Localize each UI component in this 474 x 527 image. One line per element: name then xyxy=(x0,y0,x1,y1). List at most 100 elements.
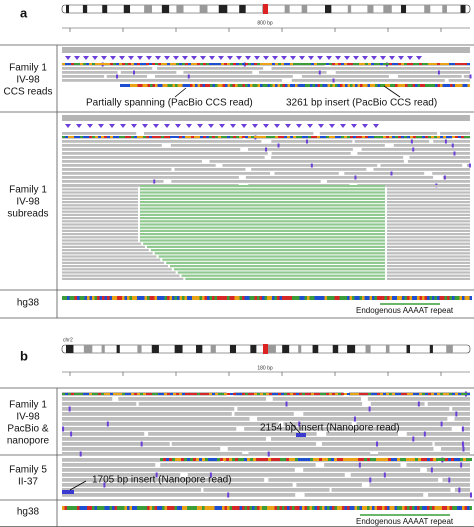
base xyxy=(146,63,149,65)
base xyxy=(364,458,367,461)
base xyxy=(202,458,205,461)
read xyxy=(62,172,271,175)
base xyxy=(355,458,358,461)
read xyxy=(62,191,138,194)
base xyxy=(71,63,74,65)
base xyxy=(197,136,200,138)
inserted-read xyxy=(140,223,385,226)
base xyxy=(89,136,92,138)
base xyxy=(440,63,443,65)
read xyxy=(62,402,137,406)
base xyxy=(467,506,470,510)
arrow xyxy=(174,87,187,98)
read xyxy=(222,164,378,167)
base xyxy=(377,84,380,87)
base xyxy=(392,296,395,300)
base xyxy=(359,296,362,300)
base xyxy=(71,136,74,138)
base xyxy=(252,84,255,87)
base xyxy=(332,393,335,395)
base xyxy=(267,506,270,510)
base xyxy=(167,506,170,510)
insertion xyxy=(444,139,447,144)
base xyxy=(362,63,365,65)
base xyxy=(346,458,349,461)
base xyxy=(349,506,352,510)
read xyxy=(387,229,470,232)
base xyxy=(242,393,245,395)
base xyxy=(254,136,257,138)
base xyxy=(107,393,110,395)
base xyxy=(184,458,187,461)
insertion xyxy=(116,74,119,79)
base xyxy=(467,84,470,87)
base xyxy=(233,136,236,138)
read xyxy=(62,468,295,472)
base xyxy=(152,393,155,395)
base xyxy=(460,84,463,87)
base xyxy=(194,506,197,510)
base xyxy=(323,63,326,65)
base xyxy=(410,63,413,65)
band xyxy=(325,5,332,13)
marker xyxy=(191,56,197,60)
base xyxy=(299,63,302,65)
base xyxy=(212,63,215,65)
base xyxy=(323,136,326,138)
base xyxy=(239,63,242,65)
base xyxy=(157,506,160,510)
base xyxy=(374,296,377,300)
base xyxy=(324,296,327,300)
base xyxy=(309,296,312,300)
base xyxy=(209,63,212,65)
base xyxy=(209,506,212,510)
base xyxy=(235,84,238,87)
base xyxy=(188,393,191,395)
base xyxy=(127,296,130,300)
insertion xyxy=(468,163,471,168)
base xyxy=(322,84,325,87)
base xyxy=(314,393,317,395)
base xyxy=(347,63,350,65)
marker xyxy=(351,124,357,128)
base xyxy=(295,84,298,87)
base xyxy=(140,84,143,87)
base xyxy=(311,63,314,65)
base xyxy=(320,136,323,138)
base xyxy=(394,458,397,461)
base xyxy=(449,506,452,510)
track-label: hg38 xyxy=(17,298,40,309)
base xyxy=(437,506,440,510)
base xyxy=(84,296,87,300)
base xyxy=(270,84,273,87)
base xyxy=(461,393,464,395)
base xyxy=(464,393,467,395)
base xyxy=(455,393,458,395)
base xyxy=(180,84,183,87)
base xyxy=(173,63,176,65)
base xyxy=(194,63,197,65)
base xyxy=(257,296,260,300)
base xyxy=(112,506,115,510)
band xyxy=(174,345,183,353)
insertion xyxy=(469,492,472,498)
base xyxy=(143,136,146,138)
base xyxy=(413,63,416,65)
base xyxy=(77,393,80,395)
base xyxy=(343,458,346,461)
base xyxy=(110,136,113,138)
read xyxy=(62,207,138,210)
base xyxy=(458,63,461,65)
base xyxy=(371,63,374,65)
base xyxy=(337,458,340,461)
band xyxy=(116,345,120,353)
band xyxy=(239,5,246,13)
marker xyxy=(109,124,115,128)
base xyxy=(197,63,200,65)
base xyxy=(338,63,341,65)
base xyxy=(307,458,310,461)
band xyxy=(210,345,216,353)
base xyxy=(314,506,317,510)
base xyxy=(98,393,101,395)
base xyxy=(79,506,82,510)
